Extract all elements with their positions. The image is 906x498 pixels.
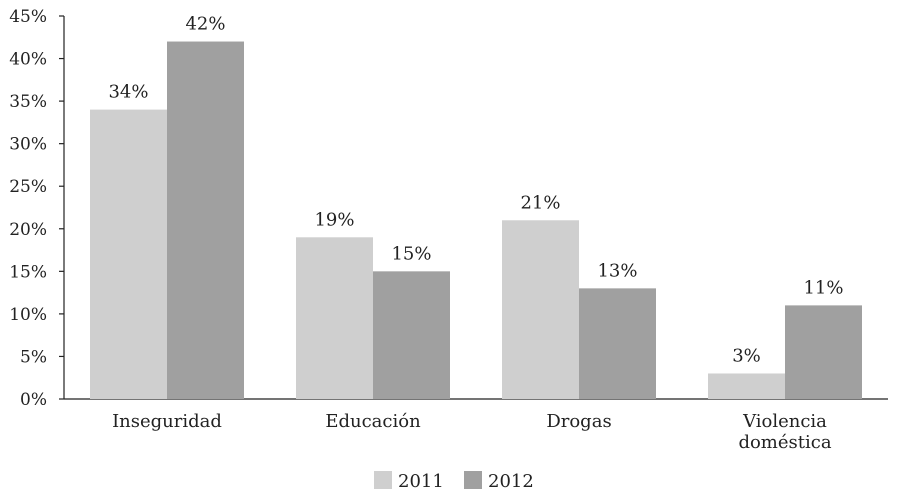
- data-labels: 34% 42% 19% 15% 21% 13% 3% 11%: [108, 14, 843, 367]
- x-category-label: Drogas: [546, 411, 611, 432]
- y-tick-label: 0%: [20, 390, 47, 410]
- y-tick-label: 45%: [9, 7, 47, 27]
- y-tick-label: 25%: [9, 177, 47, 197]
- x-category-label: Violencia doméstica: [738, 411, 831, 453]
- data-label: 34%: [108, 82, 148, 103]
- legend-swatch-2012: [464, 471, 482, 489]
- bar-2012: [373, 271, 450, 399]
- y-tick-label: 20%: [9, 220, 47, 240]
- data-label: 19%: [314, 209, 354, 230]
- y-tick-label: 5%: [20, 347, 47, 367]
- y-tick-label: 10%: [9, 305, 47, 325]
- y-tick-label: 15%: [9, 262, 47, 282]
- bar-2011: [502, 220, 579, 399]
- bar-2012: [785, 305, 862, 399]
- bar-2011: [708, 373, 785, 399]
- data-label: 13%: [597, 260, 637, 281]
- y-tick-label: 40%: [9, 50, 47, 70]
- bar-2012: [167, 41, 244, 400]
- y-tick-label: 30%: [9, 135, 47, 155]
- data-label: 3%: [732, 345, 761, 366]
- legend: 2011 2012: [374, 471, 534, 492]
- y-axis: 0% 5% 10% 15% 20% 25% 30% 35% 40% 45%: [9, 7, 65, 410]
- legend-label: 2011: [398, 471, 444, 492]
- bar-2012: [579, 288, 656, 399]
- data-label: 15%: [391, 243, 431, 264]
- data-label: 11%: [803, 277, 843, 298]
- bar-2011: [90, 109, 167, 399]
- data-label: 21%: [520, 192, 560, 213]
- bars: [90, 41, 862, 400]
- data-label: 42%: [185, 14, 225, 35]
- legend-label: 2012: [488, 471, 534, 492]
- x-axis: Inseguridad Educación Drogas Violencia domés…: [64, 398, 888, 453]
- bar-2011: [296, 237, 373, 399]
- x-category-label: Inseguridad: [112, 411, 222, 432]
- legend-swatch-2011: [374, 471, 392, 489]
- x-category-label: Educación: [325, 411, 421, 432]
- y-tick-label: 35%: [9, 92, 47, 112]
